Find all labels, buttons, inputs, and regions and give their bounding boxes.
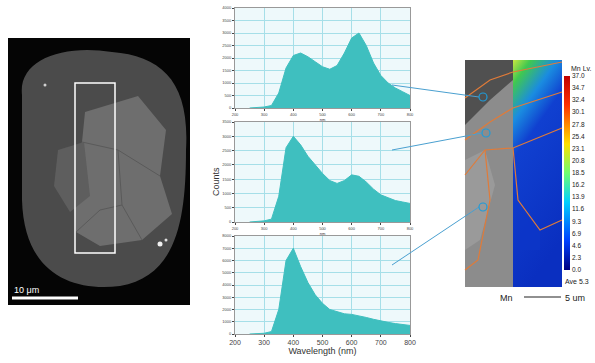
svg-text:18.5: 18.5 <box>572 169 585 176</box>
svg-text:2000: 2000 <box>222 307 232 312</box>
svg-text:7000: 7000 <box>222 246 232 251</box>
svg-text:3000: 3000 <box>222 295 232 300</box>
svg-text:37.0: 37.0 <box>572 72 585 79</box>
svg-text:11.6: 11.6 <box>572 205 585 212</box>
svg-text:300: 300 <box>261 226 268 231</box>
svg-text:nm: nm <box>320 231 326 236</box>
svg-text:25.4: 25.4 <box>572 133 585 140</box>
svg-text:500: 500 <box>319 112 326 117</box>
svg-text:Wavelength (nm): Wavelength (nm) <box>288 346 356 356</box>
svg-text:2500: 2500 <box>222 43 232 48</box>
svg-text:3000: 3000 <box>222 30 232 35</box>
svg-text:500: 500 <box>317 339 329 346</box>
svg-text:400: 400 <box>290 112 297 117</box>
svg-text:3000: 3000 <box>222 134 232 139</box>
svg-text:5 um: 5 um <box>565 293 585 303</box>
svg-text:300: 300 <box>261 112 268 117</box>
svg-text:1000: 1000 <box>222 191 232 196</box>
svg-text:3500: 3500 <box>222 18 232 23</box>
svg-text:0: 0 <box>229 105 232 110</box>
svg-text:0: 0 <box>229 219 232 224</box>
svg-text:6.9: 6.9 <box>572 230 581 237</box>
svg-text:300: 300 <box>258 339 270 346</box>
svg-text:1000: 1000 <box>222 319 232 324</box>
svg-text:2000: 2000 <box>222 162 232 167</box>
svg-text:500: 500 <box>225 205 232 210</box>
svg-text:16.2: 16.2 <box>572 181 585 188</box>
svg-text:600: 600 <box>346 339 358 346</box>
svg-text:2000: 2000 <box>222 55 232 60</box>
svg-text:200: 200 <box>232 112 239 117</box>
svg-text:Counts: Counts <box>211 167 221 196</box>
svg-text:4.6: 4.6 <box>572 242 581 249</box>
svg-text:0: 0 <box>229 331 232 336</box>
svg-text:Mn Lv.: Mn Lv. <box>571 65 592 72</box>
svg-text:400: 400 <box>290 226 297 231</box>
svg-text:600: 600 <box>348 226 355 231</box>
svg-text:9.3: 9.3 <box>572 218 581 225</box>
svg-text:34.7: 34.7 <box>572 84 585 91</box>
svg-text:32.4: 32.4 <box>572 96 585 103</box>
svg-text:1500: 1500 <box>222 68 232 73</box>
svg-text:0.0: 0.0 <box>572 266 581 273</box>
svg-text:Mn: Mn <box>500 293 513 303</box>
svg-text:800: 800 <box>404 339 416 346</box>
svg-text:2.3: 2.3 <box>572 254 581 261</box>
svg-text:700: 700 <box>377 112 384 117</box>
svg-text:27.8: 27.8 <box>572 121 585 128</box>
svg-text:6000: 6000 <box>222 258 232 263</box>
svg-text:5000: 5000 <box>222 270 232 275</box>
svg-text:200: 200 <box>232 226 239 231</box>
svg-text:2500: 2500 <box>222 148 232 153</box>
svg-text:700: 700 <box>377 226 384 231</box>
svg-text:30.1: 30.1 <box>572 108 585 115</box>
svg-text:700: 700 <box>375 339 387 346</box>
svg-text:600: 600 <box>348 112 355 117</box>
svg-text:1000: 1000 <box>222 80 232 85</box>
svg-text:4000: 4000 <box>222 282 232 287</box>
svg-text:nm: nm <box>320 117 326 122</box>
svg-text:10 μm: 10 μm <box>14 285 39 295</box>
svg-text:200: 200 <box>229 339 241 346</box>
svg-text:500: 500 <box>225 93 232 98</box>
svg-text:8000: 8000 <box>222 233 232 238</box>
svg-text:800: 800 <box>407 226 414 231</box>
svg-text:20.8: 20.8 <box>572 157 585 164</box>
svg-text:500: 500 <box>319 226 326 231</box>
svg-text:13.9: 13.9 <box>572 193 585 200</box>
svg-text:Ave 5.3: Ave 5.3 <box>565 278 589 285</box>
svg-text:400: 400 <box>287 339 299 346</box>
svg-text:4000: 4000 <box>222 5 232 10</box>
svg-text:1500: 1500 <box>222 177 232 182</box>
svg-text:3500: 3500 <box>222 119 232 124</box>
svg-text:23.1: 23.1 <box>572 145 585 152</box>
svg-text:800: 800 <box>407 112 414 117</box>
